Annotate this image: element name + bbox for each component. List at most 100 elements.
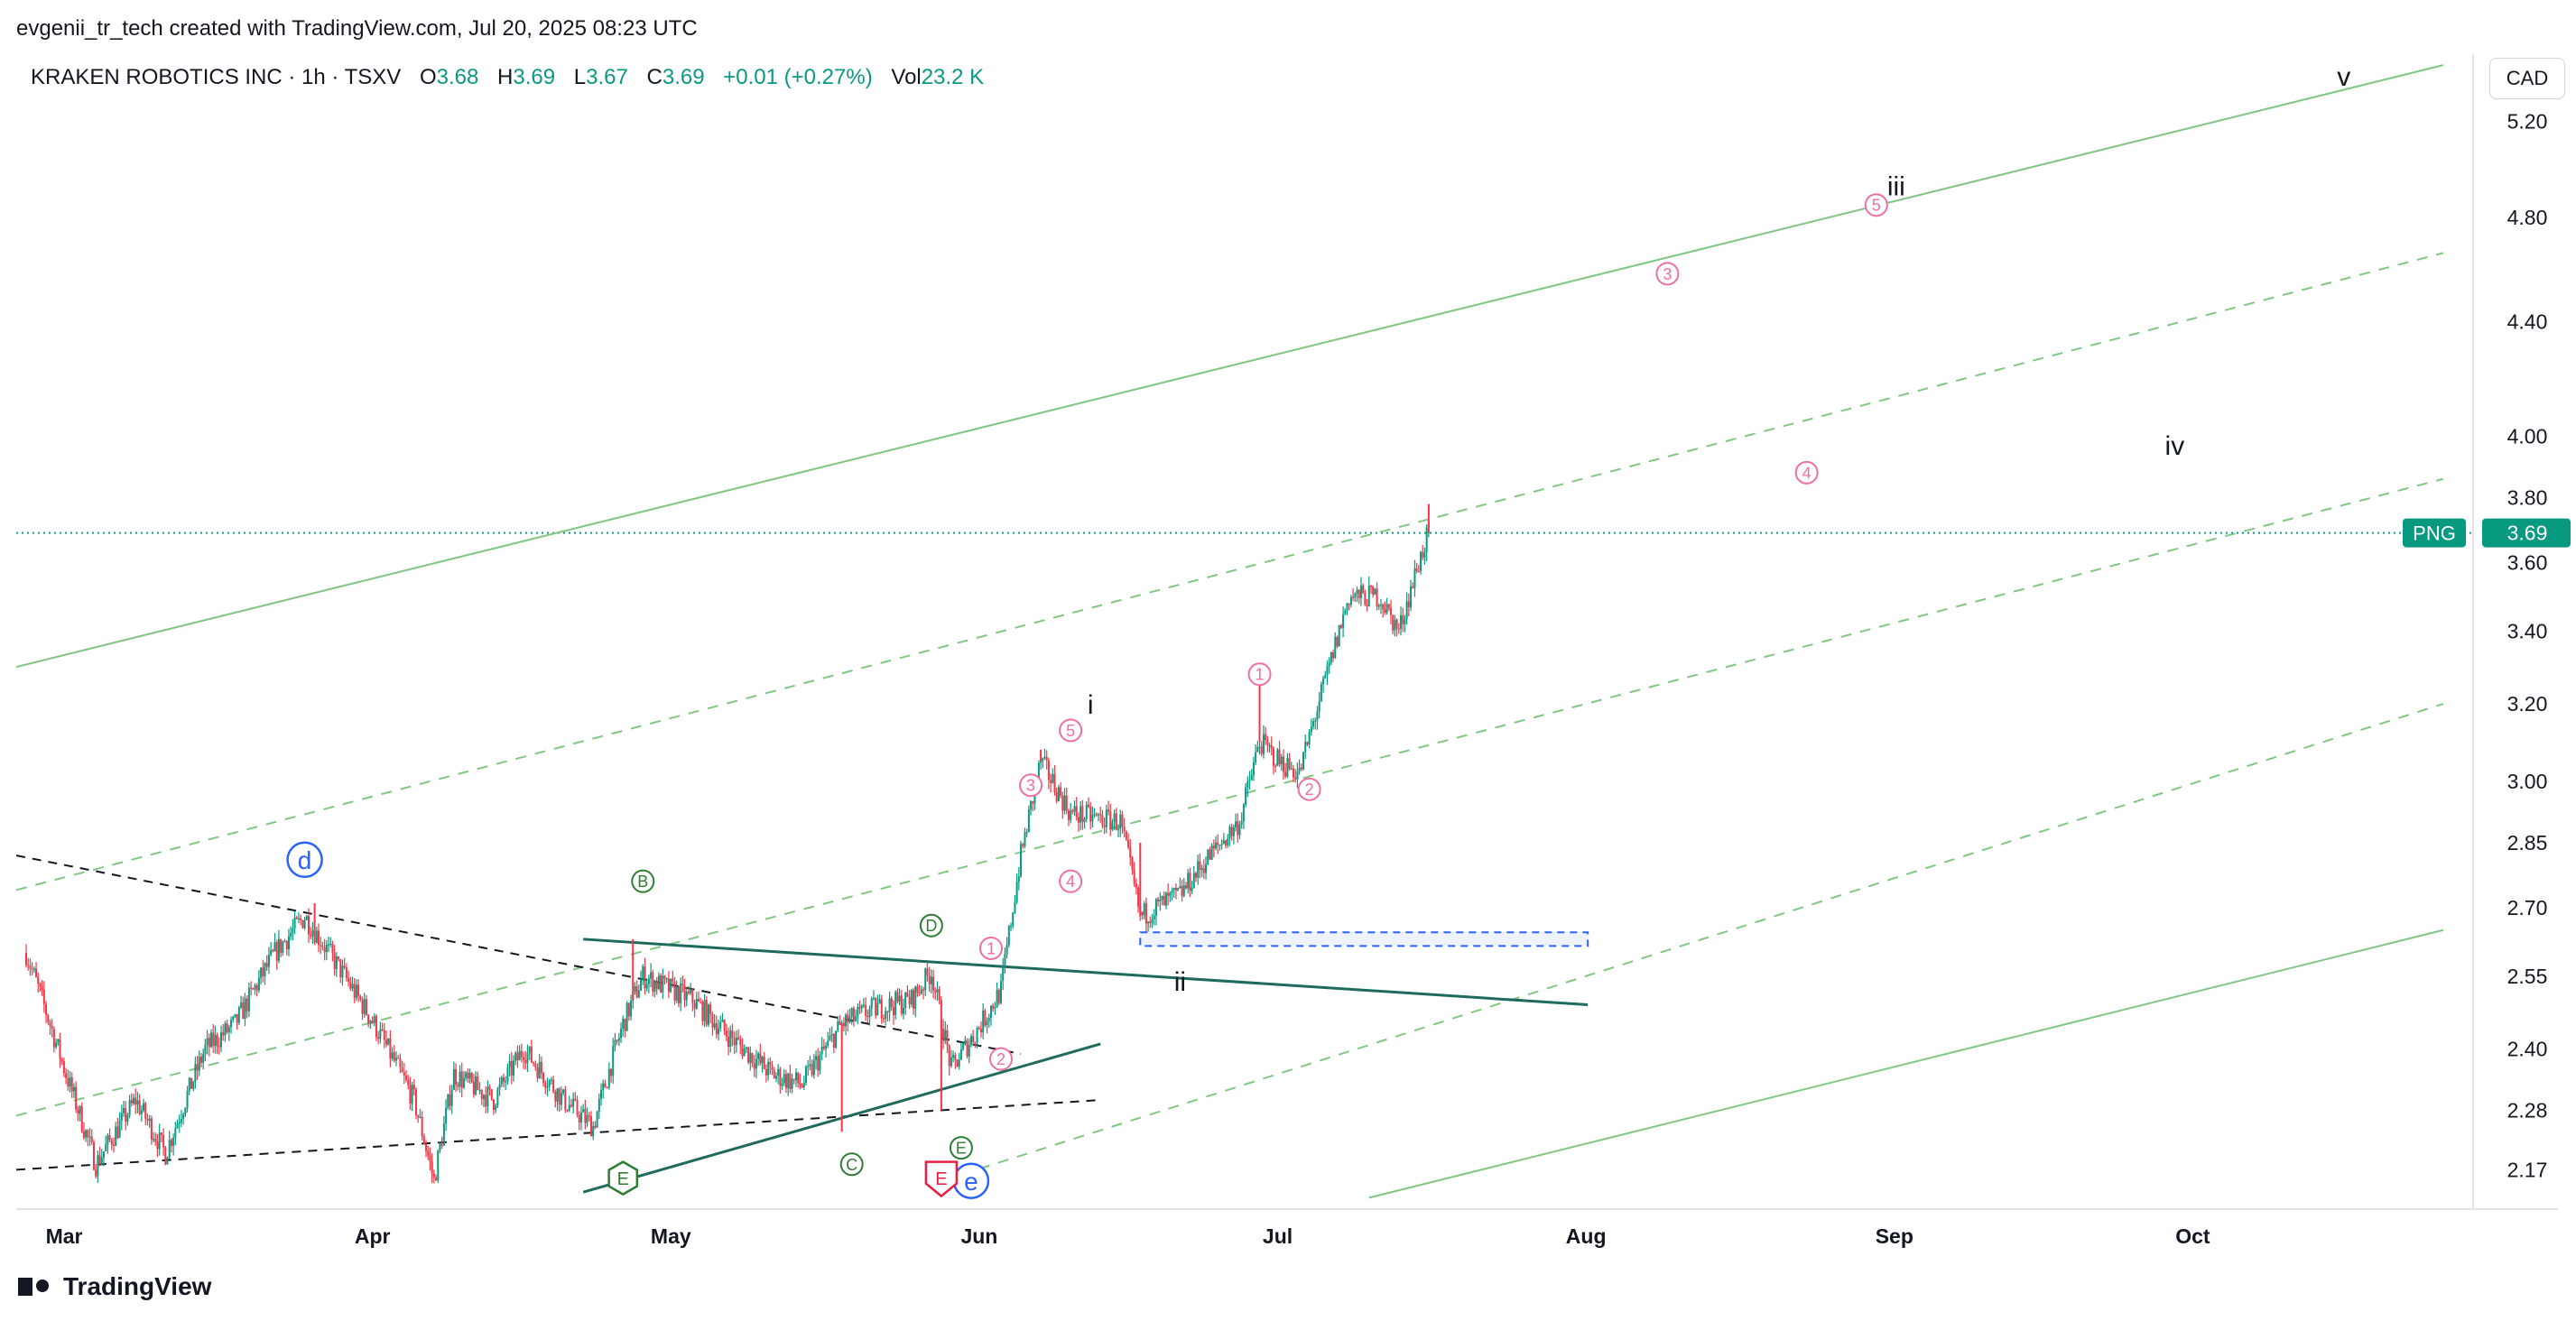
- candle-416: [852, 1008, 855, 1021]
- candle-156: [335, 956, 338, 970]
- candle-103: [230, 1020, 233, 1028]
- wave-label-text: 5: [1066, 722, 1075, 740]
- candle-208: [439, 1143, 441, 1151]
- candle-215: [452, 1068, 455, 1090]
- candle-171: [365, 999, 367, 1015]
- price-line-name-box: [2403, 518, 2466, 548]
- candle-200: [422, 1136, 425, 1144]
- candle-69: [162, 1134, 165, 1148]
- wave-label-14: 1: [1247, 662, 1272, 687]
- wave-label-text: E: [617, 1169, 629, 1189]
- candle-203: [429, 1156, 431, 1162]
- candle-472: [964, 1039, 967, 1045]
- candle-79: [182, 1113, 185, 1119]
- candle-442: [904, 992, 907, 1008]
- candle-202: [427, 1150, 430, 1157]
- candle-157: [338, 956, 340, 960]
- candle-598: [1215, 842, 1218, 849]
- candle-550: [1119, 814, 1122, 829]
- candle-138: [300, 918, 302, 920]
- candle-668: [1354, 593, 1357, 598]
- tradingview-logo[interactable]: TradingView: [18, 1272, 211, 1301]
- y-tick-10: 2.85: [2507, 831, 2548, 854]
- candle-368: [757, 1053, 760, 1059]
- candle-48: [120, 1113, 123, 1122]
- candle-151: [325, 944, 328, 952]
- trend-line-2: [16, 252, 2444, 891]
- candle-500: [1020, 844, 1023, 877]
- candle-649: [1316, 711, 1319, 721]
- y-tick-2: 4.80: [2507, 206, 2548, 229]
- candle-461: [942, 1028, 945, 1041]
- candle-425: [870, 998, 873, 1009]
- candle-197: [417, 1114, 420, 1118]
- candle-548: [1115, 813, 1117, 830]
- candle-291: [604, 1083, 607, 1088]
- wave-label-circle: [978, 936, 1003, 960]
- candle-412: [845, 1014, 848, 1027]
- candle-562: [1143, 903, 1145, 916]
- wave-label-circle: [1059, 869, 1083, 893]
- candle-646: [1310, 726, 1312, 733]
- candle-255: [533, 1062, 535, 1064]
- candle-289: [599, 1089, 602, 1099]
- wave-label-text: C: [846, 1156, 857, 1174]
- candle-145: [313, 930, 316, 944]
- candle-507: [1033, 783, 1036, 804]
- candle-91: [206, 1038, 208, 1046]
- candle-354: [729, 1030, 732, 1048]
- candle-577: [1172, 887, 1175, 891]
- candle-97: [218, 1046, 220, 1048]
- candle-340: [701, 1002, 704, 1021]
- candle-241: [505, 1081, 507, 1083]
- candle-51: [126, 1114, 129, 1122]
- wave-label-circle: [839, 1152, 864, 1177]
- candle-421: [862, 1004, 865, 1006]
- candle-311: [644, 966, 646, 989]
- candle-214: [450, 1089, 453, 1106]
- candle-634: [1286, 758, 1289, 777]
- candle-130: [283, 941, 286, 943]
- currency-button[interactable]: CAD: [2489, 58, 2565, 99]
- candle-560: [1139, 906, 1142, 912]
- candle-614: [1246, 781, 1249, 788]
- candle-28: [80, 1106, 83, 1132]
- symbol-name[interactable]: KRAKEN ROBOTICS INC · 1h · TSXV: [31, 65, 402, 89]
- candle-98: [220, 1032, 223, 1048]
- candle-163: [349, 981, 352, 989]
- candle-95: [214, 1034, 217, 1047]
- candle-587: [1192, 873, 1195, 888]
- candle-382: [784, 1074, 787, 1088]
- candle-656: [1330, 651, 1332, 663]
- candle-297: [616, 1039, 618, 1041]
- candle-40: [105, 1144, 107, 1152]
- candle-88: [199, 1057, 202, 1063]
- candle-296: [614, 1039, 616, 1047]
- candle-593: [1205, 864, 1208, 873]
- candle-75: [174, 1128, 177, 1139]
- candle-667: [1352, 596, 1355, 598]
- candle-374: [769, 1061, 772, 1066]
- trend-line-5: [1368, 928, 2444, 1199]
- candle-178: [379, 1029, 382, 1039]
- x-tick-may: May: [651, 1224, 691, 1248]
- candle-444: [908, 996, 911, 1004]
- candle-405: [830, 1034, 833, 1036]
- candle-0: [25, 953, 28, 965]
- candle-363: [747, 1047, 750, 1063]
- candle-612: [1242, 804, 1245, 822]
- candle-210: [442, 1122, 445, 1146]
- wave-label-circle: [1059, 718, 1083, 743]
- candle-605: [1228, 827, 1231, 839]
- candle-690: [1397, 628, 1400, 630]
- candle-23: [70, 1076, 73, 1092]
- candle-362: [745, 1047, 747, 1049]
- candle-324: [670, 978, 672, 993]
- candle-376: [773, 1070, 775, 1079]
- wave-label-text: v: [2337, 62, 2350, 92]
- candle-257: [536, 1067, 539, 1079]
- candle-250: [523, 1057, 525, 1060]
- candle-576: [1171, 890, 1173, 893]
- candle-89: [202, 1054, 205, 1063]
